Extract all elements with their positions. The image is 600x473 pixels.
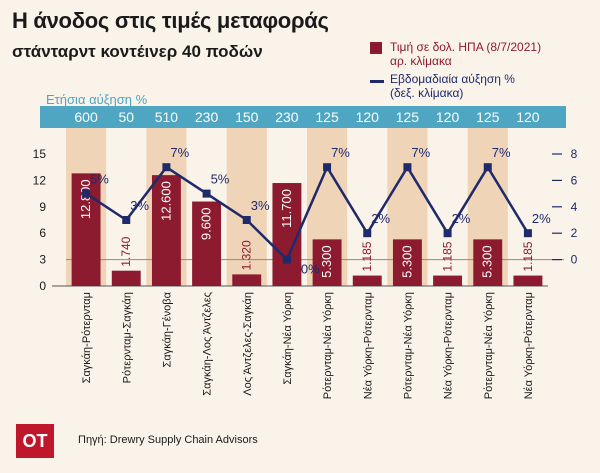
- weekly-point: [323, 163, 332, 172]
- annual-strip: [40, 106, 566, 128]
- logo: OT: [16, 424, 54, 458]
- y-tick-label: 9: [39, 200, 46, 214]
- bar-value-label: 12.800: [78, 179, 93, 219]
- legend-bars: Τιμή σε δολ. ΗΠΑ (8/7/2021) αρ. κλίμακα: [370, 40, 595, 68]
- weekly-point: [363, 229, 372, 238]
- weekly-value-label: 7%: [170, 145, 189, 160]
- bar-value-label: 1.185: [521, 241, 535, 271]
- category-label: Σαγκάη-Ρότερνταμ: [81, 292, 93, 383]
- chart-subtitle: στάνταρντ κοντέινερ 40 ποδών: [12, 42, 263, 61]
- bar-value-label: 9.600: [199, 208, 214, 241]
- bar-value-label: 5.300: [319, 245, 334, 278]
- weekly-value-label: 3%: [251, 198, 270, 213]
- source-text: Πηγή: Drewry Supply Chain Advisors: [78, 434, 258, 446]
- weekly-value-label: 7%: [492, 145, 511, 160]
- category-label: Ρότερνταμ-Νέα Υόρκη: [483, 292, 495, 399]
- y-tick-label: 0: [39, 279, 46, 293]
- weekly-point: [282, 255, 291, 264]
- annual-value: 150: [235, 109, 259, 125]
- annual-value: 600: [74, 109, 98, 125]
- category-label: Λος Άντζελες-Σαγκάη: [242, 292, 254, 396]
- chart-title: Η άνοδος στις τιμές μεταφοράς: [12, 8, 329, 33]
- y2-tick-label: 2: [571, 226, 578, 240]
- weekly-point: [122, 216, 131, 224]
- y2-tick-label: 6: [571, 173, 578, 187]
- annual-value: 230: [275, 109, 299, 125]
- bar: [111, 270, 141, 286]
- annual-value: 230: [195, 109, 219, 125]
- category-label: Σαγκάη-Λος Άντζελες: [202, 292, 214, 396]
- weekly-point: [202, 189, 211, 198]
- annual-value: 120: [516, 109, 540, 125]
- bar-value-label: 5.300: [399, 245, 414, 278]
- legend-line-label-1: Εβδομαδιαία αύξηση %: [390, 72, 515, 86]
- y-tick-label: 6: [39, 226, 46, 240]
- bar-value-label: 11.700: [279, 189, 294, 228]
- weekly-value-label: 7%: [331, 145, 350, 160]
- y-tick-label: 3: [39, 253, 46, 267]
- bar-value-label: 1.185: [360, 241, 374, 271]
- category-label: Σαγκάη-Γένοβα: [161, 291, 173, 367]
- annual-growth-label: Ετήσια αύξηση %: [46, 92, 148, 107]
- annual-value: 120: [356, 109, 380, 125]
- category-label: Ρότερνταμ-Νέα Υόρκη: [322, 292, 334, 399]
- weekly-point: [483, 163, 492, 172]
- legend: Τιμή σε δολ. ΗΠΑ (8/7/2021) αρ. κλίμακα …: [370, 40, 595, 104]
- category-label: Νέα Υόρκη-Ρότερνταμ: [443, 292, 455, 399]
- bar: [433, 275, 463, 286]
- bar-value-label: 1.185: [441, 241, 455, 271]
- bar: [352, 275, 382, 286]
- annual-value: 510: [155, 109, 179, 125]
- weekly-point: [162, 163, 171, 172]
- weekly-value-label: 0%: [301, 262, 320, 277]
- bar: [392, 239, 422, 286]
- category-label: Νέα Υόρκη-Ρότερνταμ: [362, 292, 374, 399]
- bar: [192, 201, 222, 286]
- category-label: Ρότερνταμ-Νέα Υόρκη: [402, 292, 414, 399]
- annual-value: 125: [315, 109, 339, 125]
- y-tick-label: 12: [33, 173, 47, 187]
- legend-line: Εβδομαδιαία αύξηση % (δεξ. κλίμακα): [370, 72, 595, 100]
- weekly-value-label: 3%: [130, 198, 149, 213]
- y2-tick-label: 4: [571, 200, 578, 214]
- bar-value-label: 1.740: [119, 236, 133, 266]
- y2-tick-label: 0: [571, 253, 578, 267]
- y-tick-label: 15: [33, 147, 47, 161]
- weekly-point: [82, 189, 91, 198]
- annual-value: 120: [436, 109, 460, 125]
- annual-value: 125: [476, 109, 500, 125]
- weekly-value-label: 2%: [452, 211, 471, 226]
- weekly-point: [443, 229, 452, 238]
- category-label: Ρότερνταμ-Σαγκάη: [121, 292, 133, 383]
- bar-value-label: 5.300: [480, 245, 495, 278]
- bar-value-label: 12.600: [158, 181, 173, 221]
- bar: [232, 274, 262, 286]
- weekly-value-label: 2%: [532, 211, 551, 226]
- y2-tick-label: 8: [571, 147, 578, 161]
- category-label: Νέα Υόρκη-Ρότερνταμ: [523, 292, 535, 399]
- bar: [151, 175, 181, 286]
- weekly-value-label: 5%: [211, 172, 230, 187]
- legend-bars-label-2: αρ. κλίμακα: [390, 54, 452, 68]
- weekly-point: [403, 163, 412, 172]
- annual-value: 50: [118, 109, 134, 125]
- weekly-value-label: 2%: [371, 211, 390, 226]
- bar: [312, 239, 342, 286]
- weekly-point: [523, 229, 532, 238]
- bar: [513, 275, 543, 286]
- annual-value: 125: [396, 109, 420, 125]
- weekly-value-label: 7%: [411, 145, 430, 160]
- legend-line-swatch: [370, 80, 384, 83]
- category-label: Σαγκάη-Νέα Υόρκη: [282, 292, 294, 385]
- weekly-point: [242, 216, 251, 224]
- bar: [473, 239, 503, 286]
- weekly-value-label: 5%: [90, 172, 109, 187]
- weekly-series-line: [85, 164, 529, 262]
- legend-bars-label-1: Τιμή σε δολ. ΗΠΑ (8/7/2021): [390, 40, 542, 54]
- legend-bar-swatch: [370, 42, 382, 54]
- bar-value-label: 1.320: [240, 240, 254, 270]
- legend-line-label-2: (δεξ. κλίμακα): [390, 86, 464, 100]
